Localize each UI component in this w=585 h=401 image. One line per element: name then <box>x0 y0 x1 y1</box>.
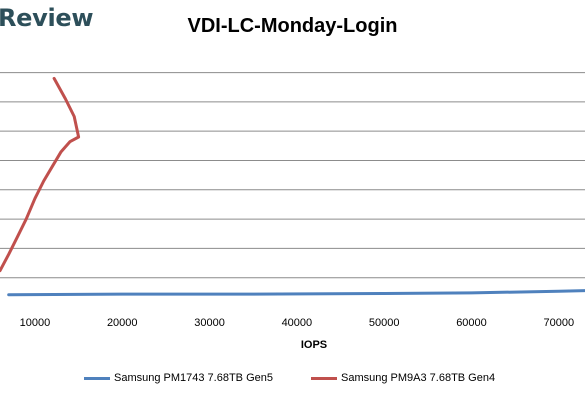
x-tick-label: 70000 <box>544 317 575 329</box>
brand-logo-text: Review <box>0 4 94 32</box>
x-tick-label: 20000 <box>107 317 138 329</box>
x-axis-ticks: 10000 20000 30000 40000 50000 60000 70000 <box>20 317 574 329</box>
series-line-1 <box>0 76 81 273</box>
series-lines <box>0 76 585 297</box>
x-tick-label: 40000 <box>282 317 313 329</box>
x-tick-label: 30000 <box>194 317 225 329</box>
chart-title: VDI-LC-Monday-Login <box>187 15 398 37</box>
series-line-0 <box>7 289 585 297</box>
gridlines <box>0 72 585 279</box>
legend-swatch-pm9a3 <box>311 376 337 380</box>
x-tick-label: 60000 <box>456 317 487 329</box>
legend-label-pm1743: Samsung PM1743 7.68TB Gen5 <box>114 372 273 384</box>
x-tick-label: 50000 <box>369 317 400 329</box>
legend-swatch-pm1743 <box>84 376 110 380</box>
legend: Samsung PM1743 7.68TB Gen5 Samsung PM9A3… <box>0 372 585 390</box>
legend-item-pm9a3: Samsung PM9A3 7.68TB Gen4 <box>311 372 495 384</box>
legend-label-pm9a3: Samsung PM9A3 7.68TB Gen4 <box>341 372 496 384</box>
x-axis-label: IOPS <box>301 339 327 351</box>
x-tick-label: 10000 <box>20 317 51 329</box>
legend-item-pm1743: Samsung PM1743 7.68TB Gen5 <box>84 372 273 384</box>
chart-canvas: 10000 20000 30000 40000 50000 60000 70000 IOPS <box>0 72 585 351</box>
